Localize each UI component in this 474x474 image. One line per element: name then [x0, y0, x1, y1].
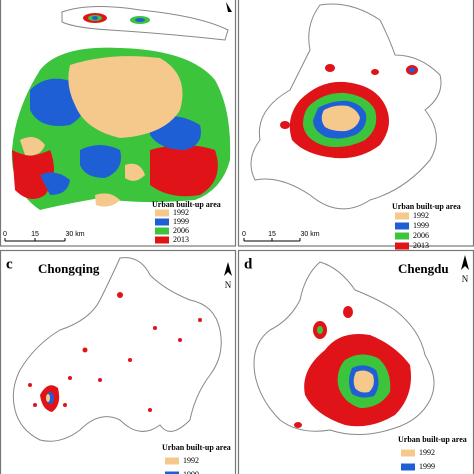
legend-swatch	[395, 222, 409, 230]
legend-label: 1992	[419, 448, 435, 457]
map-c	[12, 257, 232, 442]
city-name: Chengdu	[398, 261, 449, 276]
city-name: Chongqing	[38, 261, 100, 276]
legend-swatch	[395, 212, 409, 220]
scale-label: 15	[31, 231, 39, 238]
scale-label: 30 km	[300, 231, 319, 238]
scale-label: 30 km	[65, 231, 84, 238]
legend-swatch	[155, 227, 169, 235]
legend-label: 1999	[413, 221, 429, 230]
legend-label: 1999	[173, 217, 189, 226]
legend-title: Urban built-up area	[392, 202, 461, 211]
legend-label: 1992	[413, 211, 429, 220]
scale-label: 0	[242, 231, 246, 238]
scale-label: 15	[268, 231, 276, 238]
legend-swatch	[155, 236, 169, 244]
legend-swatch	[155, 209, 169, 217]
legend-label: 2013	[413, 241, 429, 250]
legend-label: 2006	[413, 231, 429, 240]
legend-title: Urban built-up area	[152, 200, 221, 209]
map-d	[253, 255, 469, 436]
legend-label: 1992	[173, 208, 189, 217]
map-b	[250, 3, 442, 210]
north-label: N	[462, 274, 469, 284]
legend-label: 1999	[183, 470, 199, 474]
legend-swatch	[165, 457, 179, 465]
legend-swatch	[401, 449, 415, 457]
legend-swatch	[395, 242, 409, 250]
legend-swatch	[401, 463, 415, 471]
legend-label: 1999	[419, 462, 435, 471]
legend-swatch	[165, 471, 179, 474]
legend-swatch	[155, 218, 169, 226]
panel-label: c	[6, 256, 13, 272]
panel-label: d	[244, 256, 253, 272]
map-a	[11, 2, 232, 210]
legend-label: 2006	[173, 226, 189, 235]
legend-label: 1992	[183, 456, 199, 465]
north-label: N	[225, 280, 232, 290]
legend-swatch	[395, 232, 409, 240]
legend-label: 2013	[173, 235, 189, 244]
scale-label: 0	[3, 231, 7, 238]
legend-title: Urban built-up area	[162, 443, 231, 452]
legend-title: Urban built-up area	[398, 435, 467, 444]
